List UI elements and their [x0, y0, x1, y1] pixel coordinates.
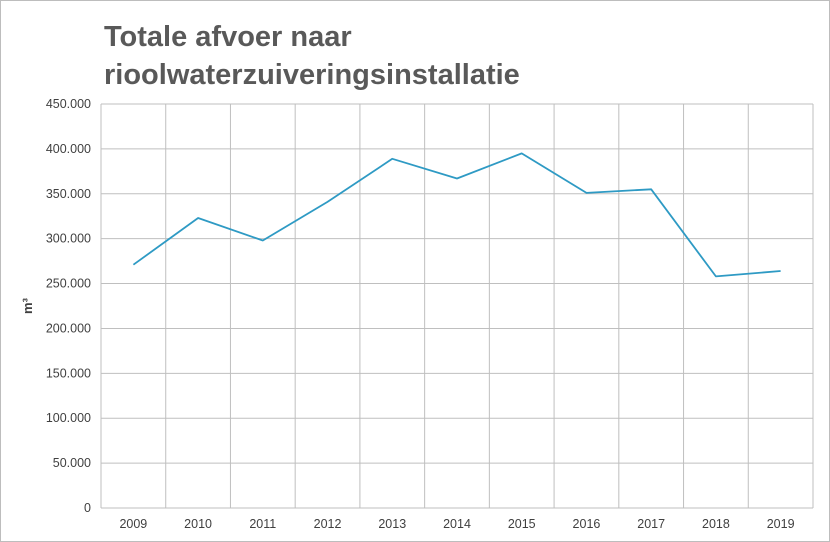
series-group	[132, 152, 781, 278]
y-tick-label: 50.000	[53, 456, 91, 470]
y-tick-label: 300.000	[46, 232, 91, 246]
x-tick-label: 2009	[119, 517, 147, 531]
y-axis-label: m³	[20, 297, 35, 314]
x-tick-label: 2011	[249, 517, 276, 531]
x-tick-label: 2017	[637, 517, 665, 531]
gridlines	[100, 103, 814, 509]
x-tick-label: 2015	[508, 517, 536, 531]
y-tick-label: 400.000	[46, 142, 91, 156]
x-axis-tick-labels: 2009 2010 2011 2012 2013 2014 2015 2016 2017 2018…	[119, 517, 794, 531]
y-tick-label: 150.000	[46, 366, 91, 380]
y-tick-label: 200.000	[46, 321, 91, 335]
chart-title: Totale afvoer naar rioolwaterzuiveringsi…	[104, 18, 520, 94]
x-tick-label: 2012	[314, 517, 342, 531]
y-tick-label: 100.000	[46, 411, 91, 425]
y-tick-label: 450.000	[46, 97, 91, 111]
x-tick-label: 2019	[767, 517, 795, 531]
x-tick-label: 2010	[184, 517, 212, 531]
x-tick-label: 2018	[702, 517, 730, 531]
y-tick-label: 350.000	[46, 187, 91, 201]
x-tick-label: 2014	[443, 517, 471, 531]
y-axis-tick-labels: 0 50.000 100.000 150.000 200.000 250.000 300.0…	[46, 97, 91, 515]
chart-title-line-2: rioolwaterzuiveringsinstallatie	[104, 59, 520, 91]
y-tick-label: 250.000	[46, 277, 91, 291]
y-tick-label: 0	[84, 501, 91, 515]
x-tick-label: 2013	[378, 517, 406, 531]
chart-title-line-1: Totale afvoer naar	[104, 21, 352, 53]
x-tick-label: 2016	[573, 517, 601, 531]
